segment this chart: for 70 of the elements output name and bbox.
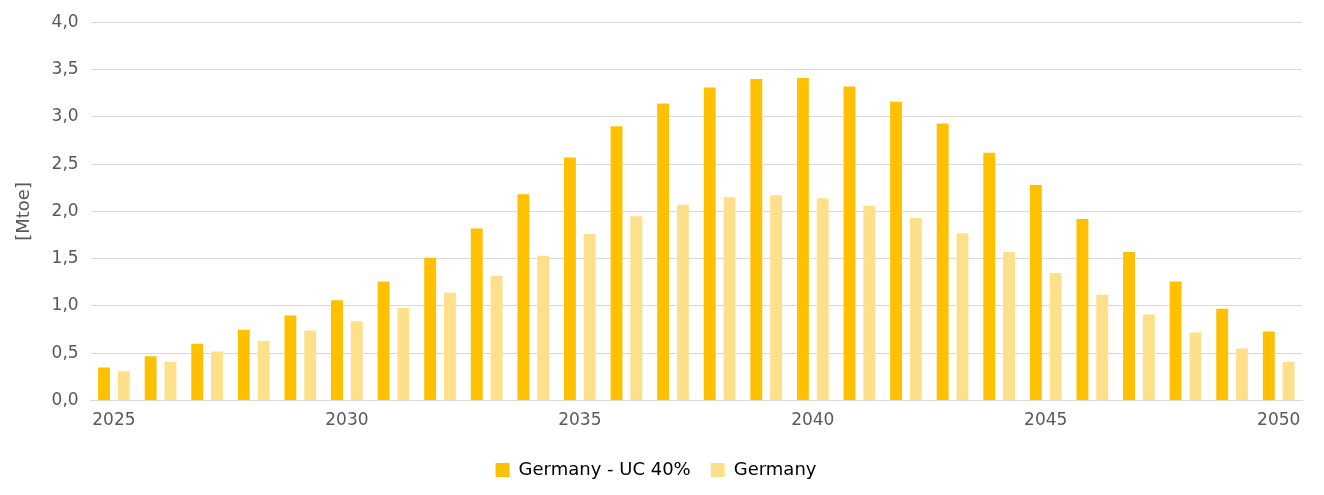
legend-label: Germany [733,457,817,479]
bar [164,361,177,401]
bar [1236,348,1248,401]
bar [1049,272,1062,401]
bar [796,78,809,401]
y-tick-label: 3,0 [51,105,79,126]
y-tick-label: 1,5 [51,247,79,268]
bar [444,292,456,401]
bar [537,255,550,401]
legend-label: Germany - UC 40% [518,457,691,479]
bar [424,257,437,401]
bar [1189,332,1202,401]
y-tick-label: 0,5 [51,341,79,362]
bar [770,195,783,401]
bar [956,233,969,401]
bar [583,234,596,401]
bar [304,330,317,401]
bar [863,205,876,401]
y-tick-label: 0,0 [51,389,79,410]
bar [936,123,949,401]
y-tick-label: 4,0 [51,10,79,31]
x-tick-label: 2025 [92,409,136,430]
bar [610,126,623,401]
bar [630,216,643,401]
y-tick-label: 2,0 [51,199,79,220]
bar [1142,314,1155,401]
y-tick-label: 1,0 [51,294,79,315]
x-tick-label: 2030 [325,409,369,430]
bar [1096,294,1109,401]
bar [1216,308,1229,401]
bar [144,356,157,401]
x-tick-label: 2040 [791,409,835,430]
bar [843,86,856,401]
y-axis-title: [Mtoe] [12,182,34,241]
x-tick-label: 2035 [558,409,602,430]
bar [284,315,297,401]
bar [1262,331,1275,401]
bar [703,87,716,401]
bar [909,218,922,401]
bar [191,343,204,401]
y-tick-label: 2,5 [51,152,79,173]
bar [237,329,250,401]
bar [723,197,736,401]
bar [1029,184,1042,401]
bar [1282,361,1295,401]
bar [117,371,130,401]
bar [1076,218,1089,401]
bar [397,307,410,401]
bar [564,157,576,401]
bar [983,152,996,401]
x-tick-label: 2050 [1257,409,1301,430]
bar [211,351,223,401]
x-tick-label: 2045 [1024,409,1068,430]
bar [890,101,903,401]
bar [676,204,689,401]
bar [257,341,270,401]
bar [517,194,530,401]
bar [750,78,763,401]
bar [1123,252,1135,401]
bar [657,103,670,401]
bar [1169,281,1182,401]
bar [377,281,390,401]
bar [98,367,110,401]
bar [350,321,363,401]
bar [331,300,343,401]
bar [470,228,483,401]
y-tick-label: 3,5 [51,57,79,78]
bar [1003,252,1015,401]
bar [490,275,503,401]
bar [816,198,829,401]
